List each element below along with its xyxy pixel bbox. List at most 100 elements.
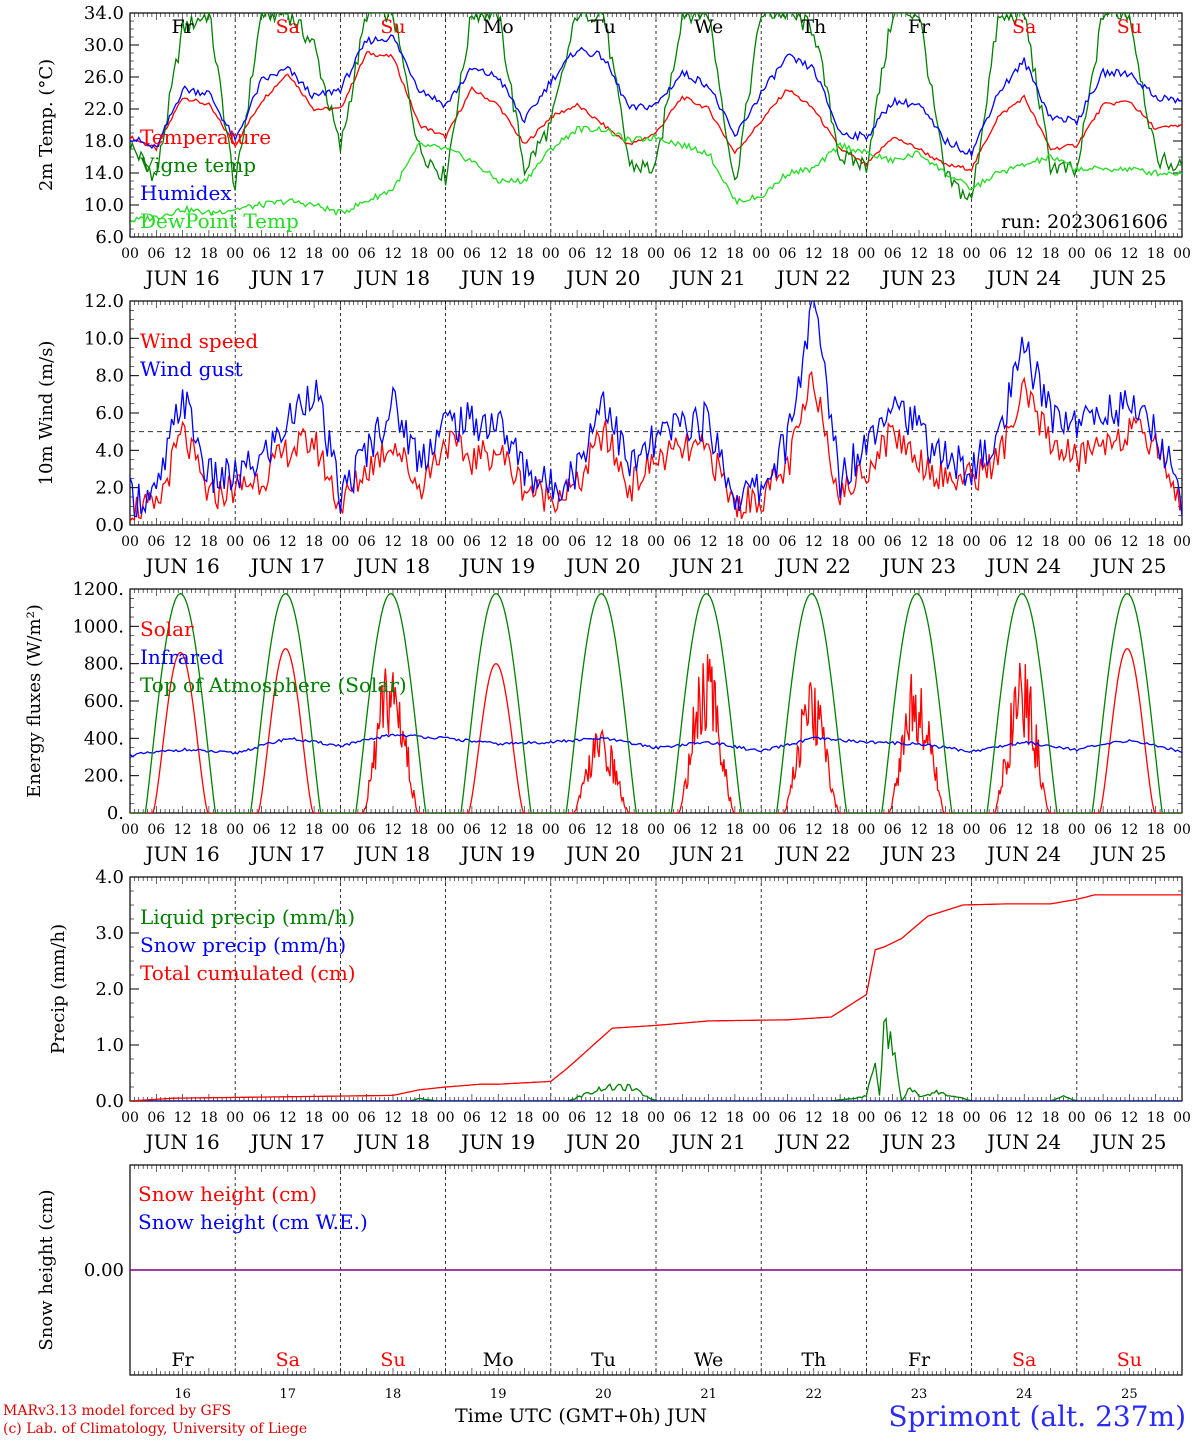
hour-tick-label: 06 xyxy=(1094,1110,1112,1126)
y-axis-label: Precip (mm/h) xyxy=(48,924,69,1054)
hour-tick-label: 06 xyxy=(989,822,1007,838)
day-label: JUN 22 xyxy=(775,842,851,866)
hour-tick-label: 12 xyxy=(1120,246,1138,262)
hour-tick-label: 00 xyxy=(963,822,981,838)
series-line-top-of-atmosphere-solar- xyxy=(130,593,1182,813)
hour-tick-label: 00 xyxy=(1068,822,1086,838)
y-tick-label: 34.0 xyxy=(84,3,124,24)
hour-tick-label: 00 xyxy=(752,534,770,550)
hour-tick-label: 12 xyxy=(594,822,612,838)
legend-entry: Snow precip (mm/h) xyxy=(140,933,346,957)
weekday-label: Th xyxy=(801,1349,826,1371)
series-line-wind-gust xyxy=(130,301,1182,518)
hour-tick-label: 06 xyxy=(1094,246,1112,262)
series-line-temperature xyxy=(130,50,1182,172)
hour-tick-label: 12 xyxy=(489,534,507,550)
hour-tick-label: 12 xyxy=(489,1110,507,1126)
hour-tick-label: 12 xyxy=(1015,246,1033,262)
hour-tick-label: 06 xyxy=(463,246,481,262)
legend-entry: Temperature xyxy=(140,125,271,149)
weekday-label: We xyxy=(694,1349,723,1371)
hour-tick-label: 06 xyxy=(568,822,586,838)
hour-tick-label: 06 xyxy=(989,246,1007,262)
hour-tick-label: 06 xyxy=(884,822,902,838)
hour-tick-label: 06 xyxy=(568,1110,586,1126)
hour-tick-label: 12 xyxy=(805,534,823,550)
hour-tick-label: 06 xyxy=(253,246,271,262)
series-group xyxy=(130,894,1182,1101)
hour-tick-label: 06 xyxy=(358,822,376,838)
weekday-label: Tu xyxy=(591,1349,616,1371)
y-tick-label: 14.0 xyxy=(84,163,124,184)
hour-tick-label: 06 xyxy=(1094,534,1112,550)
hour-tick-label: 06 xyxy=(463,1110,481,1126)
hour-tick-label: 12 xyxy=(384,822,402,838)
hour-tick-label: 12 xyxy=(910,534,928,550)
hour-tick-label: 06 xyxy=(358,534,376,550)
day-number-label: 21 xyxy=(700,1387,717,1402)
y-axis-label: 10m Wind (m/s) xyxy=(36,341,57,486)
hour-tick-label: 06 xyxy=(463,822,481,838)
panel-4: Precip (mm/h) 0.0 1.0 2.0 3.0 4.0 00 06 12 18 00 06… xyxy=(48,867,1191,1154)
hour-tick-label: 00 xyxy=(226,822,244,838)
hour-tick-label: 06 xyxy=(779,534,797,550)
hour-tick-label: 18 xyxy=(1042,1110,1060,1126)
y-tick-label: 800. xyxy=(84,654,124,675)
hour-tick-label: 12 xyxy=(384,246,402,262)
hour-tick-label: 18 xyxy=(516,1110,534,1126)
hour-tick-label: 12 xyxy=(594,534,612,550)
hour-tick-label: 00 xyxy=(331,246,349,262)
day-label: JUN 19 xyxy=(459,842,535,866)
hour-tick-label: 00 xyxy=(963,534,981,550)
site-title: Sprimont (alt. 237m) xyxy=(888,1400,1186,1433)
hour-tick-label: 12 xyxy=(174,246,192,262)
hour-tick-label: 00 xyxy=(963,1110,981,1126)
hour-tick-label: 00 xyxy=(226,246,244,262)
hour-tick-label: 18 xyxy=(726,246,744,262)
hour-tick-label: 00 xyxy=(542,822,560,838)
hour-tick-label: 12 xyxy=(1120,1110,1138,1126)
y-tick-label: 8.0 xyxy=(95,366,124,387)
hour-tick-label: 06 xyxy=(147,534,165,550)
hour-tick-label: 06 xyxy=(779,246,797,262)
y-tick-label: 2.0 xyxy=(95,478,124,499)
day-label: JUN 22 xyxy=(775,266,851,290)
y-tick-label: 10.0 xyxy=(84,328,124,349)
day-label: JUN 17 xyxy=(249,1130,325,1154)
day-label: JUN 16 xyxy=(144,266,220,290)
weekday-label-top: Su xyxy=(380,16,405,38)
day-number-label: 24 xyxy=(1016,1387,1033,1402)
day-label: JUN 23 xyxy=(880,842,956,866)
hour-tick-label: 12 xyxy=(805,1110,823,1126)
y-tick-label: 0.0 xyxy=(95,515,124,536)
y-tick-label: 2.0 xyxy=(95,979,124,1000)
hour-tick-label: 00 xyxy=(226,1110,244,1126)
hour-tick-label: 00 xyxy=(542,246,560,262)
hour-tick-label: 18 xyxy=(200,246,218,262)
weekday-label-top: Su xyxy=(1117,16,1142,38)
hour-tick-label: 12 xyxy=(174,1110,192,1126)
hour-tick-label: 12 xyxy=(384,1110,402,1126)
hour-tick-label: 12 xyxy=(1015,1110,1033,1126)
series-group xyxy=(130,301,1182,522)
hour-tick-label: 00 xyxy=(752,246,770,262)
hour-tick-label: 00 xyxy=(647,822,665,838)
y-tick-label: 6.0 xyxy=(95,227,124,248)
hour-tick-label: 12 xyxy=(1120,822,1138,838)
hour-tick-label: 00 xyxy=(1173,246,1191,262)
weekday-label: Mo xyxy=(483,1349,514,1371)
hour-tick-label: 18 xyxy=(1147,1110,1165,1126)
hour-tick-label: 12 xyxy=(489,246,507,262)
day-label: JUN 17 xyxy=(249,266,325,290)
day-label: JUN 24 xyxy=(985,842,1061,866)
day-label: JUN 24 xyxy=(985,554,1061,578)
day-label: JUN 25 xyxy=(1090,1130,1166,1154)
hour-tick-label: 06 xyxy=(673,1110,691,1126)
day-number-label: 19 xyxy=(490,1387,507,1402)
legend-entry: Vigne temp xyxy=(139,153,256,177)
y-tick-label: 0.00 xyxy=(84,1260,124,1281)
day-label: JUN 22 xyxy=(775,1130,851,1154)
hour-tick-label: 12 xyxy=(279,822,297,838)
day-label: JUN 21 xyxy=(670,1130,746,1154)
run-label: run: 2023061606 xyxy=(1001,211,1168,233)
